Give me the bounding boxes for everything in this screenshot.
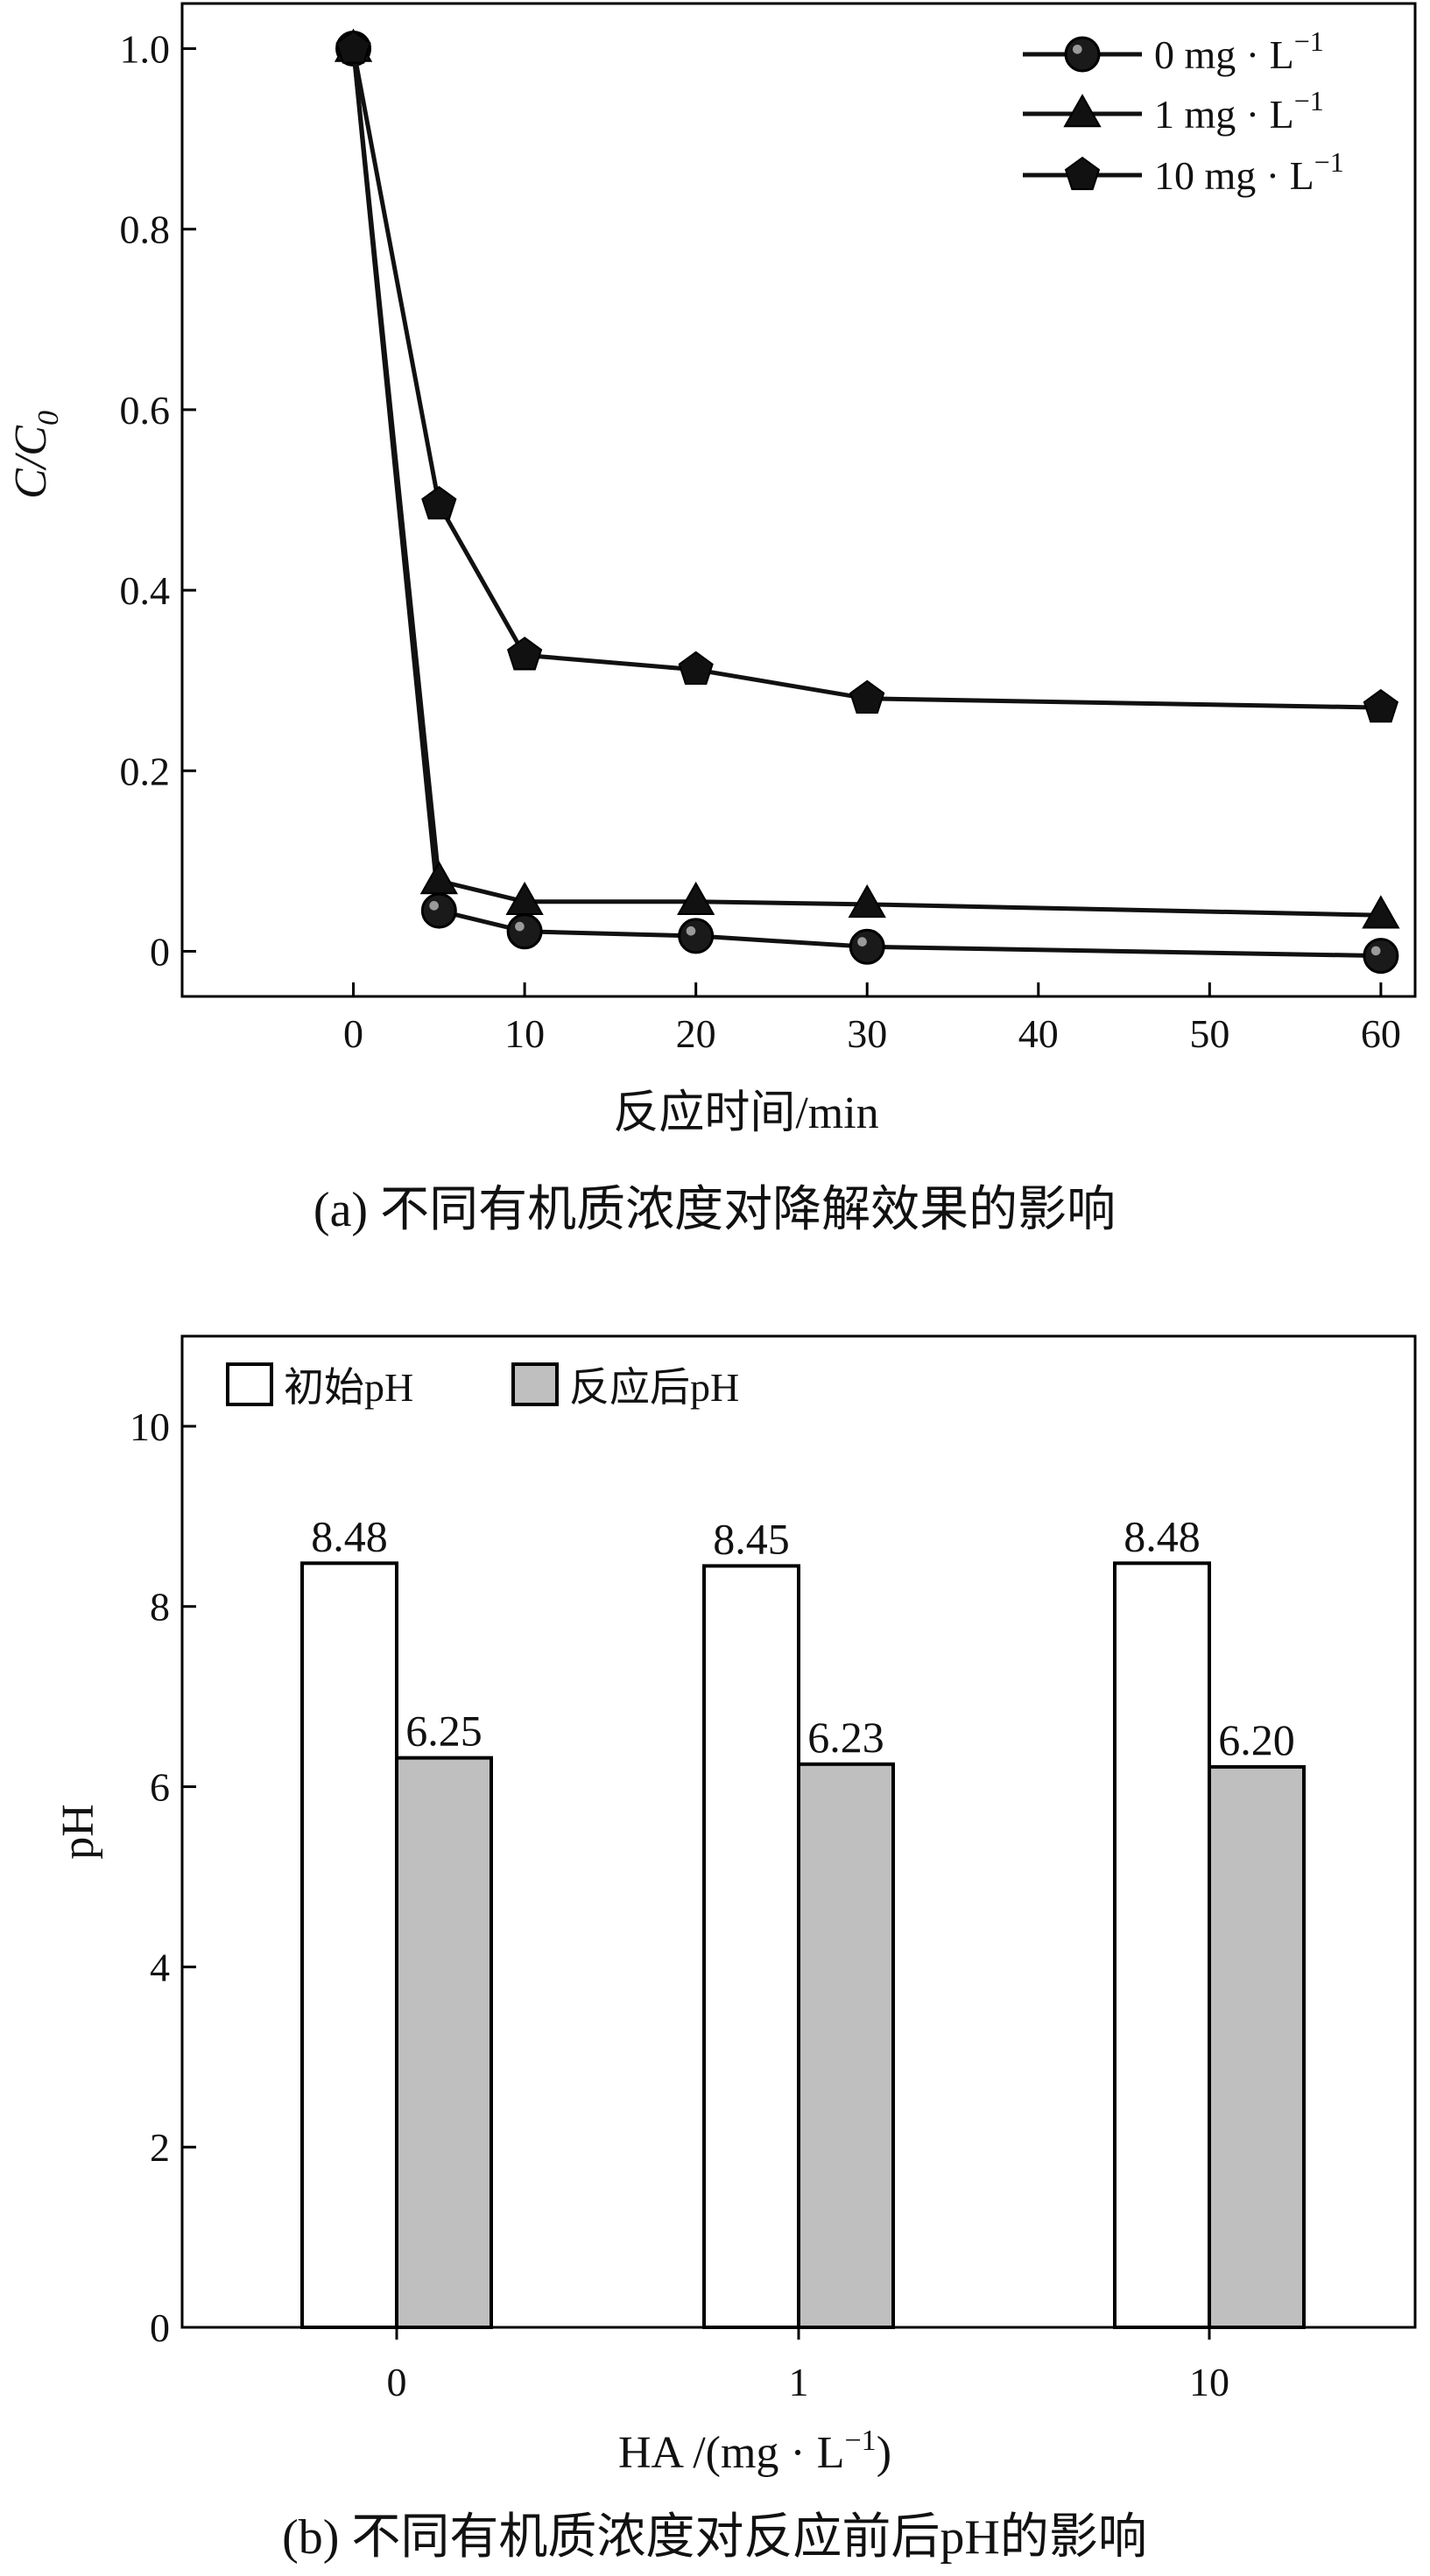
y-tick-label: 0 <box>150 929 170 974</box>
x-tick-label: 1 <box>789 2360 809 2404</box>
plot-frame <box>180 2 1417 998</box>
legend-label: 0 mg · L−1 <box>1154 25 1324 77</box>
y-tick-label: 2 <box>150 2125 170 2170</box>
y-tick-label: 8 <box>150 1585 170 1629</box>
superscript: −1 <box>1294 85 1324 116</box>
x-tick-label: 60 <box>1361 1011 1401 1056</box>
data-label: 6.20 <box>1218 1715 1295 1764</box>
x-axis-label-end: ) <box>877 2428 891 2478</box>
superscript: −1 <box>845 2425 877 2457</box>
data-label: 8.45 <box>713 1514 790 1563</box>
data-point <box>505 881 544 916</box>
data-point <box>335 30 371 64</box>
bar <box>395 1756 493 2329</box>
data-label: 8.48 <box>1124 1511 1201 1560</box>
data-point <box>1363 938 1399 975</box>
y-tick-label: 0.4 <box>120 568 171 613</box>
y-axis-label: pH <box>53 1804 103 1860</box>
data-point-highlight <box>857 937 867 947</box>
legend-marker <box>1063 94 1102 128</box>
x-tick-label: 0 <box>387 2360 407 2404</box>
y-tick-label: 0.2 <box>120 749 171 793</box>
legend-marker-highlight <box>1072 44 1082 54</box>
x-axis-label: HA /(mg · L−1) <box>618 2425 891 2478</box>
caption-a: (a) 不同有机质浓度对降解效果的影响 <box>313 1183 1116 1237</box>
bar <box>1208 1764 1306 2329</box>
legend-marker <box>1064 36 1101 73</box>
series-line <box>351 48 1381 918</box>
bar <box>300 1561 398 2329</box>
y-tick-label: 10 <box>130 1404 170 1449</box>
legend-swatch <box>226 1362 273 1406</box>
series-2 <box>335 30 1399 723</box>
data-point <box>1363 688 1399 723</box>
data-point <box>676 881 715 916</box>
panel-b-bar-chart: 0 2 4 6 8 10 0 8.48 6.25 1 8.45 6.23 10 8.48 6.20 HA /(… <box>53 1334 1417 2565</box>
y-tick-label: 0 <box>150 2305 170 2350</box>
data-label: 6.25 <box>405 1707 483 1756</box>
panel-a-line-chart: 0 10 20 30 40 50 60 0 0.2 0.4 0.6 0.8 1.0 反应时间/min C/C… <box>6 2 1417 1237</box>
data-point-highlight <box>429 901 439 911</box>
data-point <box>421 485 457 520</box>
caption-b: (b) 不同有机质浓度对反应前后pH的影响 <box>282 2510 1147 2565</box>
y-tick-label: 1.0 <box>120 27 171 72</box>
x-tick-label: 20 <box>676 1011 716 1056</box>
data-point <box>1362 895 1400 929</box>
bar <box>797 1762 895 2330</box>
data-point-highlight <box>686 926 696 936</box>
data-point <box>419 861 459 895</box>
x-tick-label: 40 <box>1018 1011 1059 1056</box>
y-tick-label: 0.8 <box>120 208 171 252</box>
data-point <box>420 892 457 929</box>
legend-label: 反应后pH <box>569 1365 739 1410</box>
data-point <box>678 651 714 685</box>
x-tick-label: 10 <box>1189 2360 1229 2404</box>
legend-swatch <box>511 1362 559 1406</box>
data-point <box>506 913 543 950</box>
x-tick-label: 50 <box>1189 1011 1229 1056</box>
data-point <box>506 637 543 671</box>
x-tick-label: 10 <box>504 1011 545 1056</box>
data-point-highlight <box>515 921 525 932</box>
data-point <box>678 918 715 954</box>
legend-label: 1 mg · L−1 <box>1154 85 1324 137</box>
series-line <box>351 48 1381 959</box>
legend-label: 初始pH <box>284 1365 413 1410</box>
data-label: 8.48 <box>311 1511 388 1560</box>
legend-label: 10 mg · L−1 <box>1154 146 1344 198</box>
x-tick-label: 30 <box>847 1011 887 1056</box>
series-line <box>351 48 1381 710</box>
superscript: −1 <box>1314 146 1344 178</box>
data-point <box>848 883 886 918</box>
bar <box>1113 1561 1211 2329</box>
x-axis-label: 反应时间/min <box>613 1088 878 1138</box>
y-axis-label: C/C0 <box>6 411 65 499</box>
data-point <box>849 679 885 714</box>
data-point-highlight <box>1370 946 1381 956</box>
data-point <box>849 928 885 965</box>
y-tick-label: 4 <box>150 1945 170 1989</box>
bar <box>702 1564 800 2330</box>
superscript: 0 <box>32 411 65 426</box>
x-tick-label: 0 <box>343 1011 363 1056</box>
y-tick-label: 0.6 <box>120 388 171 433</box>
superscript: −1 <box>1294 25 1324 57</box>
y-tick-label: 6 <box>150 1765 170 1810</box>
legend-marker <box>1064 156 1101 191</box>
data-label: 6.23 <box>807 1713 884 1762</box>
